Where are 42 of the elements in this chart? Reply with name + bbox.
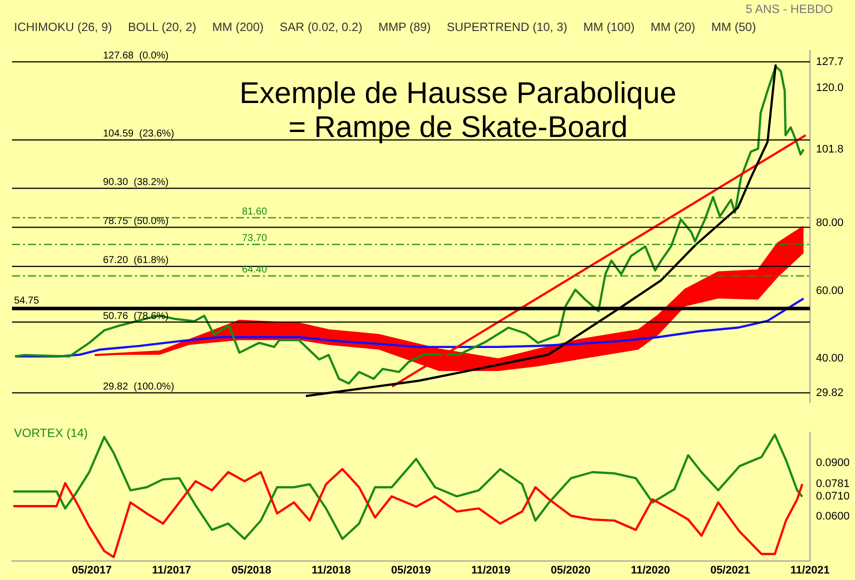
y-tick-label: 101.8	[816, 143, 844, 156]
ref-line-label: 64.40	[242, 264, 268, 276]
ref-line-label: 104.59 (23.6%)	[103, 128, 174, 140]
text: SUPERTREND (10, 3)	[446, 20, 568, 34]
y-tick-label: 127.7	[816, 56, 844, 68]
ref-line-label: 90.30 (38.2%)	[103, 177, 169, 188]
ref-line-label: 73.70	[242, 233, 268, 244]
y-tick-label: 0.0710	[816, 490, 850, 503]
text: Exemple de Hausse Parabolique = Rampe de Skate-Board	[240, 76, 676, 144]
x-tick-label: 05/2017	[72, 564, 112, 576]
ref-line-label: 29.82 (100.0%)	[103, 382, 174, 393]
y-tick-label: 29.82	[816, 386, 844, 399]
x-tick-label: 11/2017	[152, 564, 192, 576]
text: MM (50)	[711, 20, 756, 34]
x-tick-label: 11/2020	[630, 564, 670, 576]
ref-line-label: 54.75	[14, 295, 40, 306]
y-tick-label: 60.00	[816, 284, 844, 297]
text: BOLL (20, 2)	[128, 20, 196, 34]
chart-subtitle: 5 ANS - HEBDO	[746, 2, 833, 16]
y-tick-label: 120.0	[816, 82, 844, 94]
x-tick-label: 05/2018	[232, 564, 272, 576]
y-tick-label: 0.0600	[816, 510, 850, 522]
text: MMP (89)	[378, 20, 431, 34]
y-tick-label: 40.00	[816, 352, 844, 364]
y-tick-label: 0.0781	[816, 478, 850, 490]
y-tick-label: 0.0900	[816, 456, 850, 469]
x-tick-label: 11/2018	[312, 564, 351, 576]
text: MM (100)	[583, 20, 635, 34]
ref-line-label: 67.20 (61.8%)	[103, 255, 169, 266]
x-tick-label: 11/2019	[471, 564, 510, 576]
ref-line-label: 127.68 (0.0%)	[103, 50, 169, 62]
x-tick-label: 05/2020	[550, 564, 590, 576]
text: SAR (0.02, 0.2)	[280, 20, 362, 34]
x-tick-label: 05/2021	[710, 564, 750, 576]
x-tick-label: 11/2021	[790, 564, 830, 576]
ref-line-label: 81.60	[242, 206, 268, 218]
text: MM (200)	[212, 20, 264, 34]
text: ICHIMOKU (26, 9)	[14, 20, 112, 34]
y-tick-label: 80.00	[816, 217, 844, 230]
text: MM (20)	[650, 20, 696, 34]
x-tick-label: 05/2019	[391, 564, 431, 576]
chart-title: VORTEX (14)	[14, 426, 88, 440]
